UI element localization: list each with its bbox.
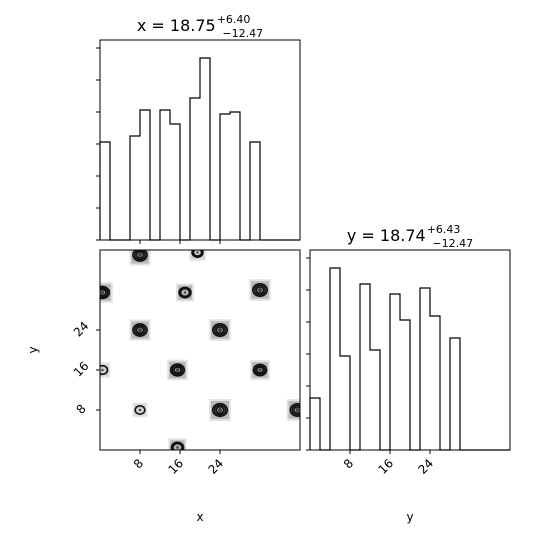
density-xtick-label: 8: [131, 456, 146, 471]
density-cluster: [176, 284, 194, 302]
density-core: [258, 288, 262, 292]
density-core: [138, 328, 142, 332]
density-core: [139, 409, 141, 411]
density-core: [138, 253, 142, 257]
hist-y-xtick-label: 16: [375, 456, 396, 477]
hist-y-title: y = 18.74+6.43 −12.47: [347, 223, 473, 250]
density-core: [258, 368, 261, 371]
density-panel: 8 16 24 8 16 24 x y: [26, 244, 308, 524]
density-core: [176, 368, 180, 372]
hist-x-panel: x = 18.75+6.40 −12.47: [96, 13, 300, 244]
x-axis-label-right: y: [406, 510, 413, 524]
density-xtick-label: 24: [205, 456, 226, 477]
density-cluster: [189, 244, 206, 261]
hist-y-xticks: 8 16 24: [341, 450, 436, 477]
density-ytick-label: 24: [71, 319, 92, 340]
density-cluster: [133, 403, 148, 418]
density-core: [184, 291, 186, 293]
hist-x-title: x = 18.75+6.40 −12.47: [137, 13, 263, 40]
hist-y-xtick-label: 8: [341, 456, 356, 471]
density-cluster: [287, 399, 309, 421]
density-cluster: [209, 399, 231, 421]
density-ytick-label: 8: [74, 402, 89, 417]
hist-y-xtick-label: 24: [415, 456, 436, 477]
density-xtick-label: 16: [165, 456, 186, 477]
hist-y-panel: 8 16 24 y = 18.74+6.43 −12.47 y: [306, 223, 510, 524]
density-xticks: 8 16 24: [131, 450, 226, 477]
density-clusters: [92, 244, 308, 456]
density-cluster: [209, 319, 231, 341]
density-cluster: [250, 360, 270, 380]
density-ytick-label: 16: [71, 359, 92, 380]
density-cluster: [129, 319, 150, 340]
density-core: [295, 408, 299, 412]
density-cluster: [92, 282, 113, 303]
density-cluster: [167, 360, 188, 381]
density-core: [101, 369, 103, 371]
hist-x-step-line: [100, 58, 300, 240]
density-core: [218, 408, 222, 412]
density-cluster: [168, 438, 186, 456]
hist-y-step-line: [310, 268, 510, 450]
density-core: [196, 251, 198, 253]
density-yticks: 8 16 24: [71, 319, 100, 417]
density-core: [176, 446, 179, 449]
density-cluster: [249, 279, 271, 301]
x-axis-label: x: [196, 510, 203, 524]
density-cluster: [129, 244, 150, 265]
density-core: [218, 328, 222, 332]
density-core: [101, 291, 105, 295]
y-axis-label: y: [26, 346, 40, 353]
